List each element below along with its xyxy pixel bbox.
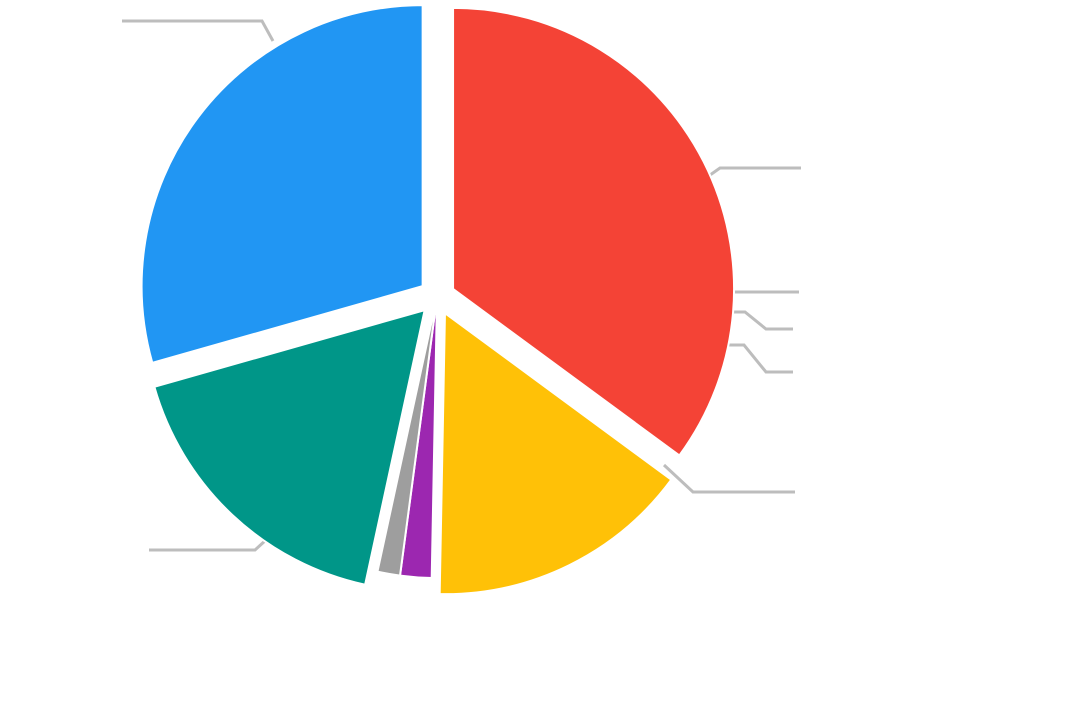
pie-slice-1 — [452, 6, 736, 457]
leader-line-1 — [122, 19, 275, 42]
pie-slice-4 — [376, 296, 438, 577]
leader-line-6 — [662, 463, 795, 494]
pie-slice-6 — [140, 4, 424, 365]
pie-slice-5 — [153, 308, 427, 586]
pie-slices — [140, 4, 736, 596]
leader-line-5 — [716, 343, 793, 374]
pie-slice-2 — [438, 311, 673, 596]
